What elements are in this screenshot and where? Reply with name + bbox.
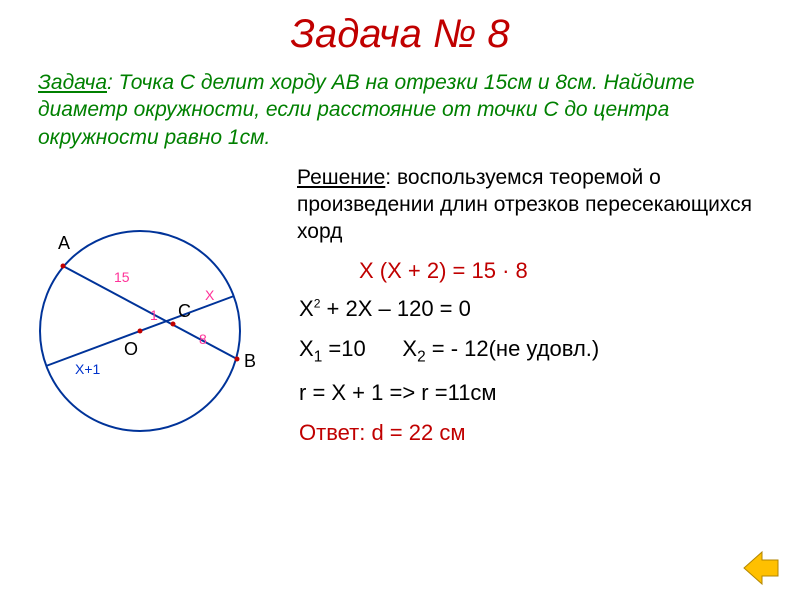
answer-text: d = 22 см bbox=[365, 420, 465, 445]
label-x: X bbox=[205, 287, 214, 303]
label-xp1: X+1 bbox=[75, 361, 100, 377]
x1-sub: 1 bbox=[314, 348, 323, 365]
equation-1: X (X + 2) = 15 · 8 bbox=[359, 258, 800, 284]
title-text: Задача № 8 bbox=[290, 12, 509, 56]
equation-4: r = X + 1 => r =11см bbox=[299, 380, 800, 406]
content-row: A B C O 15 8 1 X X+1 Решение: воспользуе… bbox=[0, 161, 800, 491]
eq2-post: + 2X – 120 = 0 bbox=[320, 296, 470, 321]
x2-pre: X bbox=[402, 336, 417, 361]
eq2-pre: X bbox=[299, 296, 314, 321]
back-button[interactable] bbox=[742, 550, 780, 586]
answer-line: Ответ: d = 22 см bbox=[299, 420, 800, 446]
page-title: Задача № 8 bbox=[0, 0, 800, 69]
x2-sub: 2 bbox=[417, 348, 426, 365]
problem-statement: Задача: Точка С делит хорду АВ на отрезк… bbox=[0, 69, 800, 151]
label-b: B bbox=[244, 351, 256, 372]
solution-area: Решение: воспользуемся теоремой о произв… bbox=[295, 161, 800, 491]
back-arrow-icon bbox=[742, 550, 780, 586]
label-a: A bbox=[58, 233, 70, 254]
answer-label: Ответ: bbox=[299, 420, 365, 445]
label-1: 1 bbox=[150, 307, 158, 323]
point-a bbox=[61, 263, 66, 268]
label-c: C bbox=[178, 301, 191, 322]
equation-2: X2 + 2X – 120 = 0 bbox=[299, 296, 800, 322]
problem-text: : Точка С делит хорду АВ на отрезки 15см… bbox=[38, 71, 695, 149]
x2-post: = - 12(не удовл.) bbox=[426, 336, 600, 361]
point-c bbox=[171, 321, 176, 326]
root-2: X2 = - 12(не удовл.) bbox=[402, 336, 599, 366]
solution-label: Решение bbox=[297, 166, 385, 189]
root-1: X1 =10 bbox=[299, 336, 366, 366]
point-b bbox=[235, 356, 240, 361]
solution-intro: Решение: воспользуемся теоремой о произв… bbox=[297, 165, 800, 246]
x1-post: =10 bbox=[322, 336, 365, 361]
diagram: A B C O 15 8 1 X X+1 bbox=[0, 161, 295, 491]
label-8: 8 bbox=[199, 331, 207, 347]
problem-label: Задача bbox=[38, 71, 107, 94]
label-15: 15 bbox=[114, 269, 130, 285]
label-o: O bbox=[124, 339, 138, 360]
point-o bbox=[138, 328, 143, 333]
circle-diagram bbox=[0, 161, 295, 461]
x1-pre: X bbox=[299, 336, 314, 361]
equation-3: X1 =10 X2 = - 12(не удовл.) bbox=[299, 336, 800, 366]
